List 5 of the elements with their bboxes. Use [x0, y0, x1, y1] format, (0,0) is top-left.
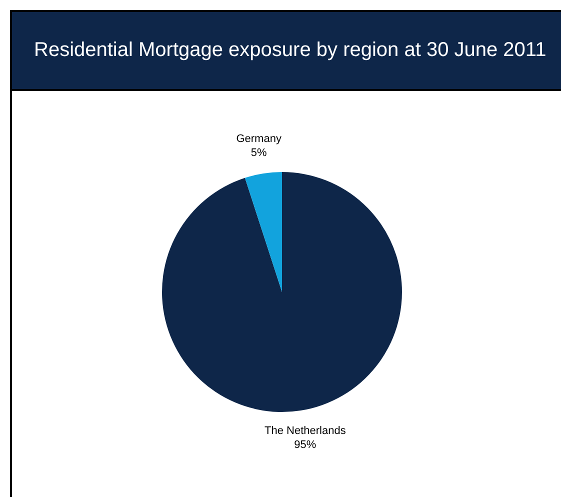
slice-label: Germany — [236, 132, 282, 145]
data-label: 95% — [294, 439, 316, 452]
data-label: 5% — [250, 146, 268, 159]
chart-title: Residential Mortgage exposure by region at 30 June 2011 — [12, 12, 561, 89]
slice-label: The Netherlands — [264, 425, 346, 438]
